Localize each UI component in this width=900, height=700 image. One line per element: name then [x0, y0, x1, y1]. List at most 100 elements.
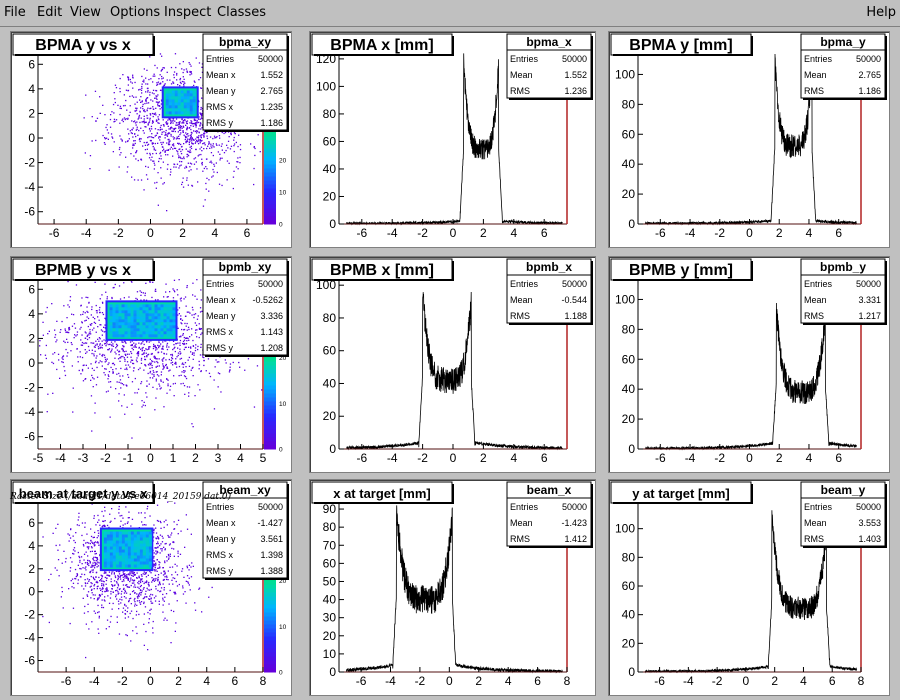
scatter-point [123, 573, 125, 575]
scatter-point [143, 189, 145, 191]
scatter-point [185, 580, 187, 582]
scatter-point [81, 573, 83, 575]
scatter-point [135, 124, 137, 126]
scatter-point [183, 370, 185, 372]
scatter-point [96, 537, 98, 539]
core-cell [165, 90, 169, 94]
y-tick-label: 80 [323, 311, 337, 325]
menu-options[interactable]: Options [110, 5, 161, 20]
scatter-point [158, 603, 160, 605]
scatter-point [165, 283, 167, 285]
scatter-point [172, 81, 174, 83]
core-cell [148, 322, 152, 326]
core-cell [157, 319, 161, 323]
menu-inspect[interactable]: Inspect [164, 5, 212, 20]
core-cell [157, 310, 161, 314]
scatter-point [187, 162, 189, 164]
scatter-point [123, 297, 125, 299]
pad-bpma_y[interactable]: -6 -4 -2 0 2 4 6 0 20 40 60 80 100 BPMA y [mm] bpma_y E… [608, 31, 890, 248]
scatter-point [188, 138, 191, 141]
scatter-point [119, 122, 121, 124]
scatter-point [111, 571, 113, 573]
menu-view[interactable]: View [70, 5, 101, 20]
pad-bpma_x[interactable]: -6 -4 -2 0 2 4 6 0 20 40 60 80 100 120 BPMA x [mm] bpma… [309, 31, 596, 248]
scatter-point [139, 603, 142, 605]
scatter-point [220, 391, 222, 393]
scatter-point [178, 135, 180, 137]
core-cell [165, 105, 169, 109]
scatter-point [118, 633, 121, 635]
scatter-point [150, 588, 152, 591]
core-cell [112, 540, 116, 544]
scatter-point [95, 384, 98, 386]
menu-file[interactable]: File [4, 5, 26, 20]
scatter-point [134, 597, 136, 600]
scatter-point [176, 150, 178, 152]
scatter-point [74, 577, 76, 580]
scatter-point [136, 572, 138, 574]
scatter-point [73, 539, 75, 542]
core-cell [109, 552, 113, 556]
pad-bpmb_x[interactable]: -6 -4 -2 0 2 4 6 0 20 40 60 80 100 BPMB x [mm] bpmb_x E… [309, 256, 596, 473]
core-cell [109, 537, 113, 541]
scatter-point [97, 611, 99, 614]
stats-label: Mean [510, 295, 533, 305]
core-cell [177, 102, 181, 106]
scatter-point [132, 127, 134, 129]
scatter-point [166, 366, 168, 368]
scatter-point [181, 181, 184, 183]
scatter-point [144, 356, 146, 358]
stats-value: 50000 [258, 279, 283, 289]
scatter-point [193, 138, 195, 141]
pad-bpmb_y[interactable]: -6 -4 -2 0 2 4 6 0 20 40 60 80 100 BPMB y [mm] bpmb_y E… [608, 256, 890, 473]
scatter-point [140, 158, 142, 160]
scatter-point [190, 145, 192, 147]
scatter-point [115, 570, 118, 572]
scatter-point [117, 593, 119, 595]
scatter-point [200, 106, 202, 109]
scatter-point [106, 589, 108, 591]
scatter-point [185, 602, 187, 604]
scatter-point [64, 328, 66, 330]
core-cell [115, 331, 119, 335]
scatter-point [217, 386, 219, 388]
scatter-point [195, 57, 197, 59]
scatter-point [180, 374, 182, 376]
scatter-point [202, 143, 204, 145]
core-cell [130, 549, 134, 553]
scatter-point [169, 148, 171, 150]
scatter-point [146, 380, 148, 382]
scatter-point [132, 77, 134, 79]
scatter-point [253, 406, 256, 408]
scatter-point [62, 607, 64, 609]
scatter-point [96, 312, 98, 314]
scatter-point [58, 359, 60, 361]
scatter-point [170, 133, 172, 136]
scatter-point [139, 137, 141, 140]
scatter-point [214, 366, 216, 368]
y-tick-label: 40 [622, 382, 636, 396]
core-cell [115, 313, 119, 317]
menu-help[interactable]: Help [866, 5, 896, 20]
core-cell [172, 325, 176, 329]
menu-classes[interactable]: Classes [217, 5, 266, 20]
x-tick-label: 2 [776, 226, 783, 240]
scatter-point [177, 342, 179, 344]
scatter-point [102, 353, 104, 356]
y-tick-label: 0 [329, 217, 336, 231]
scatter-point [192, 352, 194, 354]
menu-edit[interactable]: Edit [37, 5, 63, 20]
scatter-point [139, 140, 141, 143]
scatter-point [160, 379, 162, 381]
scatter-point [78, 516, 80, 518]
x-tick-label: -4 [81, 226, 92, 240]
scatter-point [104, 114, 106, 116]
scatter-point [194, 142, 196, 144]
chart-title: BPMA y vs x [35, 37, 131, 54]
scatter-point [104, 342, 106, 345]
